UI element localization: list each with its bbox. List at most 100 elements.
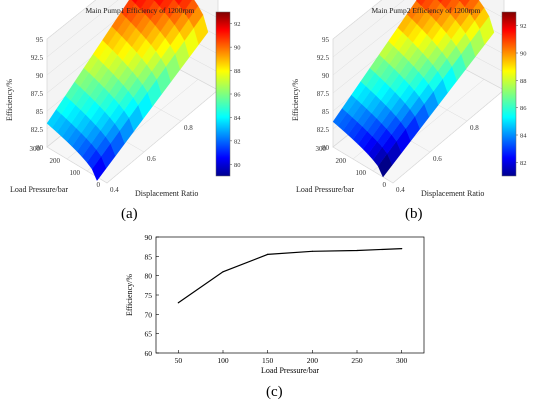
colorbar-tick-label: 88 bbox=[234, 68, 241, 75]
z-tick-label: 80 bbox=[36, 144, 44, 152]
line-point bbox=[222, 271, 224, 273]
y-gridline bbox=[392, 89, 505, 184]
surface-patch bbox=[183, 0, 199, 20]
z-tick-label: 92.5 bbox=[31, 54, 44, 62]
y-gridline bbox=[106, 89, 219, 184]
y-tick-label: 0 bbox=[383, 181, 387, 189]
colorbar bbox=[215, 11, 231, 177]
line-point bbox=[267, 253, 269, 255]
line-point bbox=[311, 250, 313, 252]
line-point bbox=[177, 302, 179, 304]
y-tick-label: 65 bbox=[145, 330, 153, 339]
y-tick-label: 90 bbox=[145, 233, 153, 242]
z-gridline bbox=[332, 0, 383, 40]
colorbar bbox=[501, 11, 517, 177]
line-point bbox=[356, 249, 358, 252]
z-tick-label: 87.5 bbox=[31, 90, 44, 98]
colorbar-tick-label: 82 bbox=[234, 138, 241, 145]
z-tick-label: 85 bbox=[36, 108, 44, 116]
y-tick-label: 75 bbox=[145, 291, 153, 300]
surface-title: Main Pump2 Efficiency of 1200rpm bbox=[371, 6, 480, 15]
y-tick-label: 300 bbox=[316, 145, 327, 153]
colorbar-tick-label: 92 bbox=[234, 21, 241, 28]
surface-panel-a: 8082.58587.59092.5950.40.60.810100200300… bbox=[5, 0, 241, 198]
surface-patch bbox=[120, 0, 136, 18]
x-tick-label: 0.8 bbox=[184, 124, 193, 132]
z-tick-label: 82.5 bbox=[31, 126, 44, 134]
z-tick-label: 90 bbox=[322, 72, 330, 80]
y-tick-label: 80 bbox=[145, 272, 153, 281]
colorbar-tick-label: 86 bbox=[520, 105, 527, 112]
line-chart-c: 50 100 150 200 250 300 60 65 70 75 80 85 90 Load Pres… bbox=[125, 233, 425, 375]
x-tick-label: 300 bbox=[396, 356, 408, 365]
y-tick-label: 100 bbox=[356, 169, 367, 177]
surface-patch bbox=[464, 0, 480, 14]
surface-patch bbox=[425, 0, 441, 17]
colorbar-tick-label: 92 bbox=[520, 23, 527, 30]
y-tick-label: 60 bbox=[145, 349, 153, 358]
colorbar-tick-label: 80 bbox=[234, 162, 241, 169]
x-tick-label: 0.6 bbox=[433, 155, 442, 163]
z-tick-label: 95 bbox=[36, 36, 44, 44]
x-tick-label: 250 bbox=[351, 356, 363, 365]
colorbar-tick-label: 90 bbox=[520, 51, 527, 58]
surface-patch bbox=[415, 0, 426, 6]
y-axis-label: Efficiency/% bbox=[125, 274, 134, 316]
surface-patch bbox=[131, 0, 138, 4]
z-tick-label: 85 bbox=[322, 108, 330, 116]
x-tick-label: 0.4 bbox=[396, 186, 405, 194]
z-tick-label: 87.5 bbox=[317, 90, 330, 98]
surface-patch bbox=[420, 0, 434, 12]
surface-patch bbox=[178, 0, 193, 12]
y-tick-label: 70 bbox=[145, 310, 153, 319]
colorbar-tick-label: 84 bbox=[520, 133, 527, 140]
z-tick-label: 90 bbox=[36, 72, 44, 80]
z-tick-label: 92.5 bbox=[317, 54, 330, 62]
x-tick-label: 100 bbox=[217, 356, 229, 365]
x-tick-label: 0.6 bbox=[147, 155, 156, 163]
surface-patch bbox=[459, 0, 470, 8]
colorbar-tick-label: 88 bbox=[520, 78, 527, 85]
z-gridline bbox=[46, 0, 119, 58]
surface-panel-b: 8082.58587.59092.5950.40.60.810100200300… bbox=[291, 0, 527, 198]
surface-title: Main Pump1 Efficiency of 1200rpm bbox=[85, 6, 194, 15]
z-tick-label: 82.5 bbox=[317, 126, 330, 134]
surface-patch bbox=[440, 0, 452, 9]
surface-patch bbox=[154, 0, 164, 7]
efficiency-line bbox=[177, 248, 402, 304]
y-tick-label: 200 bbox=[336, 157, 347, 165]
colorbar-tick-label: 82 bbox=[520, 160, 527, 167]
z-axis-label: Efficiency/% bbox=[5, 79, 14, 121]
colorbar-tick-label: 84 bbox=[234, 115, 241, 122]
surface-patch bbox=[174, 0, 183, 6]
x-tick-label: 0.8 bbox=[470, 124, 479, 132]
surface-patch bbox=[164, 0, 179, 19]
panel-label-a: (a) bbox=[121, 206, 138, 222]
surface-patch bbox=[458, 0, 461, 2]
z-gridline bbox=[46, 0, 97, 40]
panel-label-c: (c) bbox=[266, 384, 283, 400]
y-tick-label: 0 bbox=[97, 181, 101, 189]
y-axis-label: Load Pressure/bar bbox=[10, 185, 68, 194]
x-axis-label: Load Pressure/bar bbox=[261, 366, 319, 375]
colorbar-tick-label: 86 bbox=[234, 92, 241, 99]
y-axis-label: Load Pressure/bar bbox=[296, 185, 354, 194]
z-tick-label: 80 bbox=[322, 144, 330, 152]
x-tick-label: 50 bbox=[175, 356, 183, 365]
colorbar-tick-label: 90 bbox=[234, 45, 241, 52]
surface-patch bbox=[159, 0, 173, 13]
panel-label-b: (b) bbox=[405, 206, 423, 222]
x-tick-label: 150 bbox=[262, 356, 274, 365]
surface-patch bbox=[437, 0, 443, 4]
z-gridline bbox=[332, 0, 405, 58]
surface-patch bbox=[134, 0, 147, 10]
x-axis-label: Displacement Ratio bbox=[421, 189, 484, 198]
y-tick-label: 200 bbox=[50, 157, 61, 165]
z-tick-label: 95 bbox=[322, 36, 330, 44]
line-point bbox=[401, 248, 403, 250]
x-tick-label: 0.4 bbox=[110, 186, 119, 194]
plot-frame bbox=[155, 236, 425, 354]
y-tick-label: 85 bbox=[145, 252, 153, 261]
x-axis-label: Displacement Ratio bbox=[135, 189, 198, 198]
